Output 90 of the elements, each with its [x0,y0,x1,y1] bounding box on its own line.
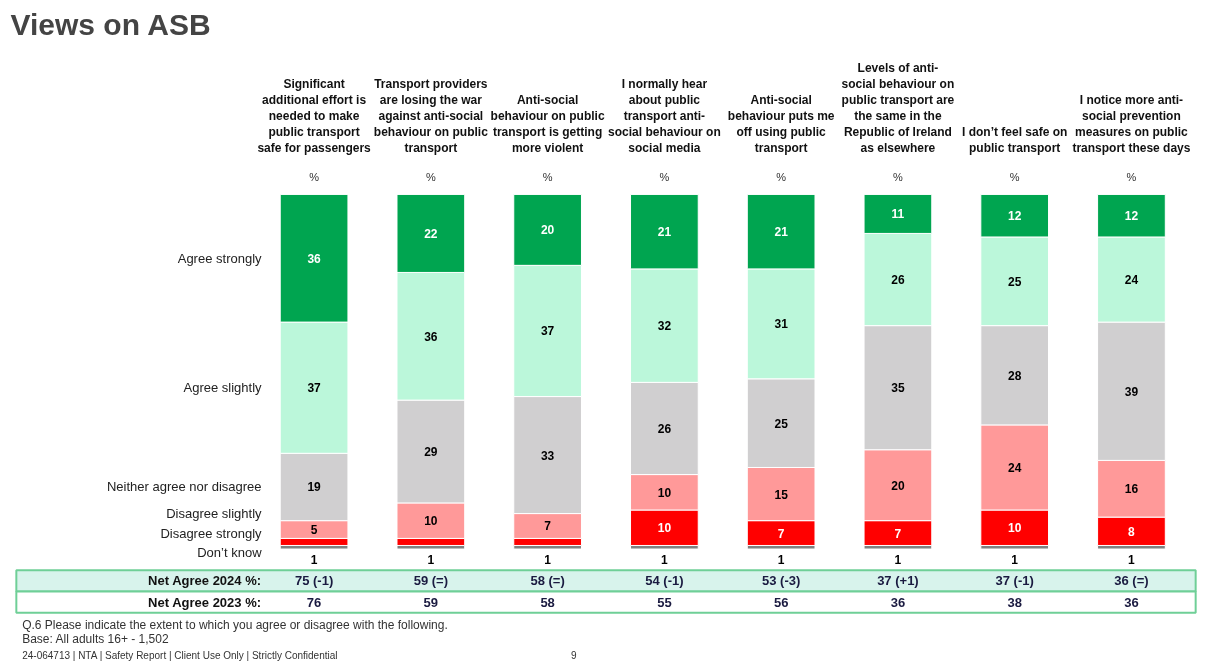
series-label: Disagree strongly [160,525,263,541]
data-label: 16 [1124,482,1139,497]
x-tick-label: Levels of anti-social behaviour on public transport are the same in the Republic of Ireland as elsewhere [841,60,955,156]
data-label: 1 [1011,553,1019,568]
text: 38 [1007,594,1022,610]
data-label: 24 [1008,460,1022,475]
text: 56 [773,594,789,610]
data-label: 31 [774,317,789,332]
text: 58 (=) [530,573,565,589]
data-label: 22 [424,226,438,241]
text: 36 (=) [1114,573,1149,589]
x-tick-label: Transport providers are losing the war against anti-social behaviour on public transport [373,77,489,156]
data-label: 21 [774,225,789,240]
text: 53 (-3) [762,573,801,589]
series-label: Agree slightly [183,380,263,396]
text: Base: All adults 16+ - 1,502 [22,632,169,647]
data-label: 21 [657,225,672,240]
series-label: Neither agree nor disagree [106,479,262,495]
data-label: 5 [310,523,318,538]
text: % [1009,170,1020,183]
data-label: 37 [307,381,322,396]
data-label: 36 [424,329,438,344]
x-tick-label: Significant additional effort is needed to make public transport safe for passengers [257,77,372,156]
data-label: 26 [891,273,905,288]
data-label: 36 [307,251,322,266]
data-label: 7 [777,526,785,541]
text: 76 [306,594,322,610]
text: % [542,170,553,183]
text: Net Agree 2024 %: [148,573,262,589]
data-label: 37 [540,324,555,339]
x-tick-label: Anti-social behaviour puts me off using public transport [727,93,835,156]
data-label: 1 [310,553,318,568]
text: 59 (=) [413,573,449,589]
data-label: 1 [661,553,669,568]
text: 37 (-1) [995,573,1034,589]
text: 9 [570,650,577,662]
data-label: 8 [1128,524,1136,539]
data-label: 1 [777,553,785,568]
data-label: 25 [1008,274,1022,289]
data-label: 1 [1128,553,1136,568]
text: 59 [423,594,439,610]
series-label: Disagree slightly [166,506,263,522]
data-label: 11 [891,207,905,222]
data-label: 12 [1124,209,1139,224]
data-label: 20 [891,478,905,493]
data-label: 12 [1008,209,1022,224]
text: 36 [890,594,906,610]
x-tick-label: Anti-social behaviour on public transport is getting more violent [490,93,605,156]
text: % [659,170,670,183]
data-label: 1 [427,553,435,568]
text: 36 [1124,594,1139,610]
text: 58 [540,594,555,610]
data-label: 39 [1124,384,1139,399]
data-label: 32 [657,319,672,334]
data-label: 26 [657,421,672,436]
text: % [425,170,436,183]
data-label: 28 [1008,368,1022,383]
text: 55 [657,594,672,610]
data-label: 24 [1124,273,1139,288]
y-axis-title: % [309,170,320,183]
data-label: 29 [424,445,438,460]
data-label: 10 [657,521,672,536]
data-label: 19 [307,480,322,495]
data-label: 10 [657,485,672,500]
text: Q.6 Please indicate the extent to which you agree or disagree with the following. [22,618,448,633]
text: 37 (+1) [877,573,919,589]
data-label: 10 [1008,521,1022,536]
x-tick-label: I notice more anti-social prevention measures on public transport these days [1072,93,1191,156]
data-label: 15 [774,487,789,502]
text: % [893,170,903,183]
data-label: 7 [544,519,552,534]
x-tick-label: I don’t feel safe on public transport [962,125,1068,156]
text: % [776,170,787,183]
x-tick-label: I normally hear about public transport anti-social behaviour on social media [608,77,721,156]
data-label: 25 [774,416,789,431]
chart-title: Views on ASB [10,7,211,41]
text: 54 (-1) [645,573,684,589]
data-label: 1 [544,553,552,568]
data-label: 35 [891,381,905,396]
text: % [1126,170,1137,183]
text: 75 (-1) [294,573,334,589]
data-label: 1 [894,553,902,568]
series-label: Agree strongly [177,250,263,266]
text: Net Agree 2023 %: [148,594,262,610]
data-label: 20 [540,223,555,238]
data-label: 7 [894,526,902,541]
data-label: 33 [540,448,555,463]
text: 24-064713 | NTA | Safety Report | Client Use Only | Strictly Confidential [22,649,338,661]
series-label: Don’t know [197,545,263,561]
data-label: 10 [424,514,438,529]
